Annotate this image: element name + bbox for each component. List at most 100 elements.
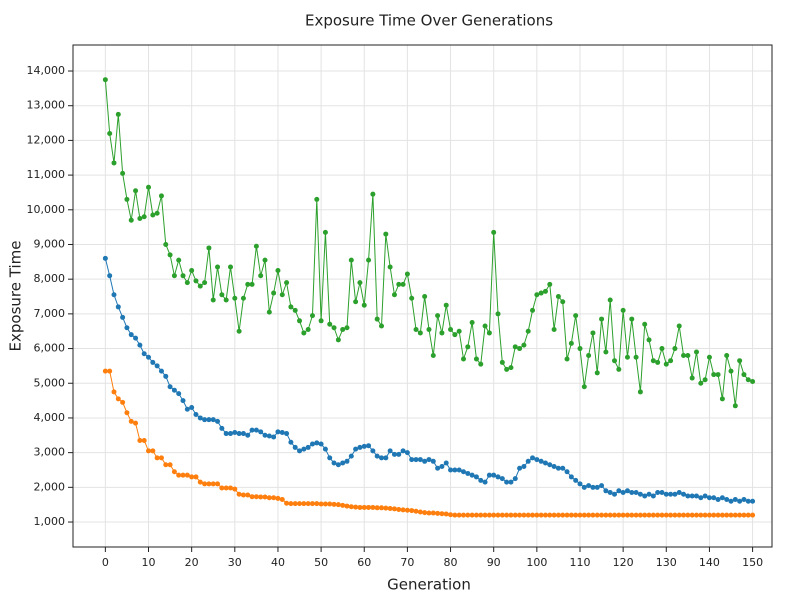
data-point (154, 455, 160, 461)
x-tick-label: 70 (400, 556, 414, 569)
data-point (163, 462, 169, 468)
data-point (379, 455, 385, 461)
data-point (577, 481, 583, 487)
data-point (629, 316, 635, 322)
data-point (711, 495, 717, 501)
data-point (530, 512, 536, 518)
data-point (719, 396, 725, 402)
chart-title: Exposure Time Over Generations (305, 12, 553, 30)
data-point (426, 457, 432, 463)
data-point (745, 512, 751, 518)
data-point (448, 326, 454, 332)
data-point (551, 326, 557, 332)
data-point (318, 318, 324, 324)
x-tick-label: 120 (613, 556, 634, 569)
data-point (309, 501, 315, 507)
data-point (672, 512, 678, 518)
data-point (508, 479, 514, 485)
data-point (504, 366, 510, 372)
y-axis-label: Exposure Time (7, 241, 25, 352)
data-point (551, 464, 557, 470)
data-point (154, 363, 160, 369)
y-tick-label: 7,000 (34, 307, 66, 320)
data-point (141, 437, 147, 443)
data-point (629, 512, 635, 518)
data-point (460, 512, 466, 518)
data-point (637, 389, 643, 395)
data-point (465, 512, 471, 518)
data-point (542, 460, 548, 466)
data-point (732, 403, 738, 409)
data-point (292, 501, 298, 507)
data-point (133, 335, 139, 341)
data-point (676, 512, 682, 518)
data-point (344, 458, 350, 464)
data-point (184, 280, 190, 286)
data-point (335, 462, 341, 468)
data-point (409, 295, 415, 301)
data-point (689, 493, 695, 499)
data-point (193, 411, 199, 417)
y-tick-label: 11,000 (27, 168, 66, 181)
data-point (327, 455, 333, 461)
y-tick-label: 12,000 (27, 133, 66, 146)
data-point (223, 297, 229, 303)
data-point (672, 346, 678, 352)
data-point (422, 294, 428, 300)
data-point (594, 370, 600, 376)
data-point (107, 368, 113, 374)
x-tick-label: 60 (357, 556, 371, 569)
data-point (150, 448, 156, 454)
data-point (512, 512, 518, 518)
data-point (750, 379, 756, 385)
data-point (517, 465, 523, 471)
data-point (322, 229, 328, 235)
data-point (404, 450, 410, 456)
data-point (594, 484, 600, 490)
data-point (482, 323, 488, 329)
data-point (184, 472, 190, 478)
data-point (504, 512, 510, 518)
data-point (292, 444, 298, 450)
data-point (512, 344, 518, 350)
data-point (724, 352, 730, 358)
data-point (133, 188, 139, 194)
data-point (331, 325, 337, 331)
data-point (176, 391, 182, 397)
data-point (383, 231, 389, 237)
data-point (284, 431, 290, 437)
data-point (642, 493, 648, 499)
data-point (301, 446, 307, 452)
data-point (547, 512, 553, 518)
data-point (357, 280, 363, 286)
data-point (581, 512, 587, 518)
data-point (193, 278, 199, 284)
data-point (711, 372, 717, 378)
data-point (275, 268, 281, 274)
data-point (663, 512, 669, 518)
x-tick-label: 140 (699, 556, 720, 569)
data-point (413, 508, 419, 514)
data-point (586, 352, 592, 358)
data-point (327, 501, 333, 507)
data-point (650, 493, 656, 499)
data-point (141, 351, 147, 357)
data-point (210, 297, 216, 303)
data-point (107, 273, 113, 279)
data-point (702, 512, 708, 518)
data-point (525, 512, 531, 518)
data-point (197, 283, 203, 289)
data-point (189, 268, 195, 274)
data-point (322, 501, 328, 507)
data-point (348, 257, 354, 263)
data-point (232, 295, 238, 301)
data-point (737, 512, 743, 518)
data-point (499, 476, 505, 482)
data-point (525, 328, 531, 334)
data-point (702, 377, 708, 383)
data-point (473, 356, 479, 362)
data-point (599, 483, 605, 489)
data-point (404, 507, 410, 513)
data-point (439, 464, 445, 470)
data-point (240, 431, 246, 437)
